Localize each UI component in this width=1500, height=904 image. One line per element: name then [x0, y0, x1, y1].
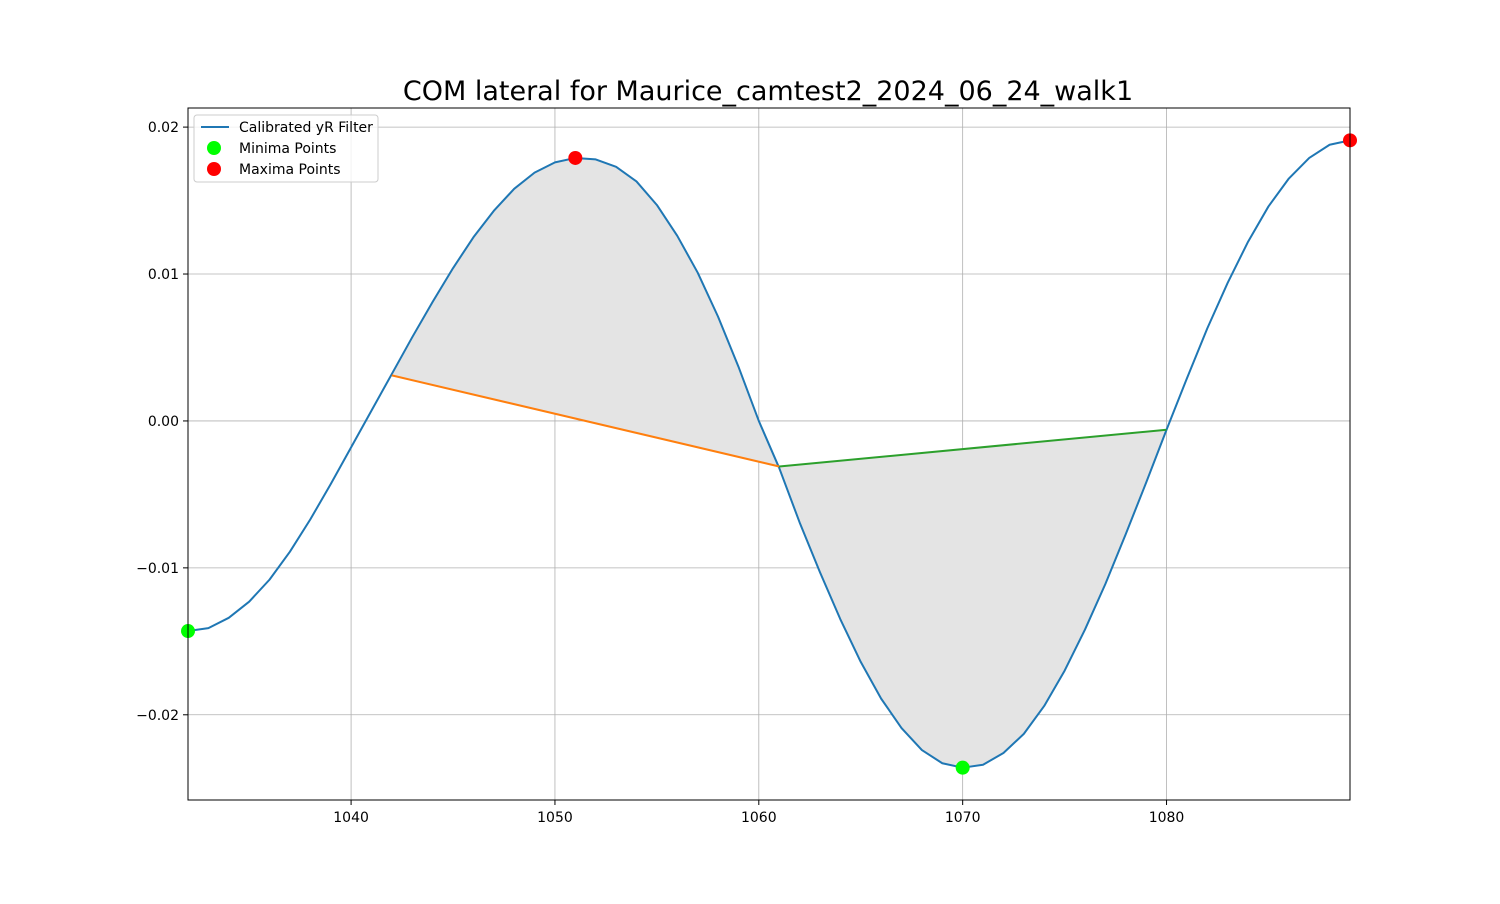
legend-label: Calibrated yR Filter: [239, 120, 373, 136]
legend-label: Maxima Points: [239, 162, 341, 178]
legend: Calibrated yR Filter Minima Points Maxima …: [193, 114, 379, 183]
x-tick-label: 1050: [537, 810, 573, 826]
x-tick-label: 1080: [1149, 810, 1185, 826]
legend-items: Calibrated yR Filter Minima Points Maxima …: [201, 120, 373, 178]
y-tick-label: 0.02: [148, 120, 179, 136]
legend-box: [193, 114, 379, 183]
extrema-points: [181, 133, 1357, 775]
y-tick-label: −0.02: [136, 708, 179, 724]
green-chord-line: [779, 428, 1167, 468]
legend-marker-swatch: [207, 141, 221, 155]
x-tick-label: 1060: [741, 810, 777, 826]
plot-area-frame: [187, 107, 1351, 801]
minima-point: [955, 760, 970, 775]
y-tick-label: 0.01: [148, 267, 179, 283]
axis-ticks: 1040 1050 1060 1070 1080 −0.02 −0.01 0.00 0.01 0.…: [136, 120, 1184, 826]
series-lines: [188, 139, 1350, 769]
calibrated-yr-filter-line: [188, 139, 1350, 769]
legend-label: Minima Points: [239, 141, 336, 157]
maxima-point: [568, 150, 583, 165]
shaded-region-2: [779, 429, 1167, 768]
x-tick-label: 1070: [945, 810, 981, 826]
chart-title: COM lateral for Maurice_camtest2_2024_06…: [403, 76, 1133, 107]
y-tick-label: 0.00: [148, 414, 179, 430]
shaded-regions: [391, 157, 1167, 768]
x-tick-label: 1040: [333, 810, 369, 826]
legend-marker-swatch: [207, 162, 221, 176]
shaded-region-1: [391, 157, 780, 468]
orange-chord-line: [391, 374, 780, 468]
y-tick-label: −0.01: [136, 561, 179, 577]
